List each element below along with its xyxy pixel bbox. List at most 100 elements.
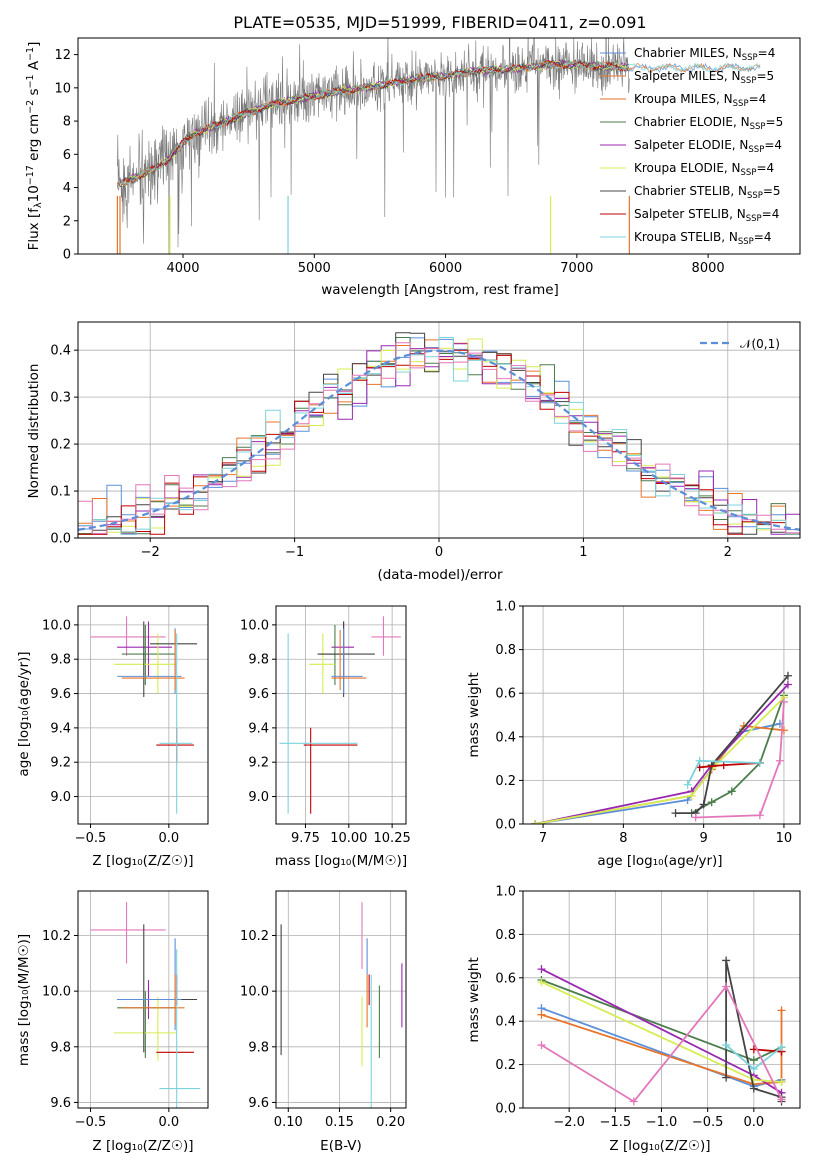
y-tick-label: 9.2: [50, 756, 71, 771]
x-tick-label: 10.00: [330, 831, 367, 846]
legend-entry: Kroupa ELODIE, NSSP=4: [634, 161, 774, 178]
z-mass-ylabel: mass [log₁₀(M/M☉)]: [16, 934, 32, 1066]
legend-entry: Chabrier ELODIE, NSSP=5: [634, 115, 783, 132]
spectrum-legend: Chabrier MILES, NSSP=4 Salpeter MILES, NS…: [600, 46, 783, 247]
weight-marker: [755, 758, 764, 767]
z-mass-grid: [78, 891, 208, 1108]
age-weight-ylabel: mass weight: [466, 672, 482, 757]
ebv-mass-axes-frame: [275, 890, 407, 1109]
weight-marker: [777, 1095, 786, 1104]
weight-marker: [683, 780, 692, 789]
x-tick-label: 4000: [166, 261, 199, 276]
z-mass-axes: −0.5 0.0 9.6 9.8 10.0 10.2: [42, 890, 209, 1130]
model-spectrum-kroupa-stelib: [117, 58, 761, 186]
weight-marker: [531, 820, 540, 824]
legend-entry: Kroupa MILES, NSSP=4: [634, 92, 766, 109]
y-tick-label: 9.0: [248, 790, 269, 805]
weight-line-4: [534, 696, 785, 824]
y-tick-label: 9.6: [50, 1096, 71, 1111]
weight-line-8: [695, 701, 785, 819]
legend-entry: Chabrier STELIB, NSSP=5: [634, 184, 781, 201]
spectrum-plot-area: [116, 38, 761, 254]
y-tick-label: 0.8: [495, 643, 516, 658]
y-tick-label: 9.0: [50, 790, 71, 805]
residual-histogram-7: [78, 337, 800, 535]
x-tick-label: 9: [700, 831, 708, 846]
y-tick-label: 4: [63, 181, 71, 196]
x-tick-label: −2: [141, 545, 160, 560]
weight-marker: [537, 965, 546, 974]
y-tick-label: 1.0: [495, 885, 516, 900]
weight-marker: [749, 1064, 758, 1073]
y-tick-label: 0.6: [495, 687, 516, 702]
z-weight-ylabel: mass weight: [466, 957, 482, 1042]
z-age-ylabel: age [log₁₀(age/yr)]: [16, 651, 32, 776]
mass-age-frame: 9.75 10.00 10.25 9.0 9.2 9.4 9.6 9.8 10.0: [240, 605, 411, 846]
x-tick-label: 1: [579, 545, 587, 560]
y-tick-label: 10.0: [240, 985, 269, 1000]
x-tick-label: −2.0: [553, 1115, 585, 1130]
residuals-plot-area: [78, 332, 800, 535]
weight-marker: [537, 1041, 546, 1050]
residuals-ylabel: Normed distribution: [26, 364, 42, 499]
x-tick-label: 8: [619, 831, 627, 846]
x-tick-label: 7: [539, 831, 547, 846]
y-tick-label: 0.0: [495, 818, 516, 833]
x-tick-label: −1.0: [646, 1115, 678, 1130]
y-tick-label: 10.2: [42, 929, 71, 944]
z-mass-xlabel: Z [log₁₀(Z/Z☉)]: [92, 1138, 193, 1154]
z-age-xlabel: Z [log₁₀(Z/Z☉)]: [92, 853, 193, 869]
weight-marker: [722, 982, 731, 991]
y-tick-label: 0.3: [50, 391, 71, 406]
y-tick-label: 0.2: [495, 1058, 516, 1073]
weight-marker: [722, 956, 731, 965]
y-tick-label: 0.0: [495, 1102, 516, 1117]
y-tick-label: 0.4: [495, 1015, 516, 1030]
weight-marker: [727, 787, 736, 796]
legend-entry: Kroupa STELIB, NSSP=4: [634, 230, 772, 247]
legend-entry: Chabrier MILES, NSSP=4: [634, 46, 775, 63]
legend-entry: Salpeter STELIB, NSSP=4: [634, 207, 779, 224]
y-tick-label: 2: [63, 214, 71, 229]
x-tick-label: −1: [285, 545, 304, 560]
y-tick-label: 0.4: [495, 730, 516, 745]
spectrum-ylabel: Flux [fλ10−17 erg cm−2 s−1 A−1]: [25, 42, 44, 251]
spectrum-title: PLATE=0535, MJD=51999, FIBERID=0411, z=0…: [233, 13, 646, 32]
weight-marker: [777, 1006, 786, 1015]
weight-marker: [775, 756, 784, 765]
model-spectrum-salpeter-stelib: [117, 58, 629, 186]
x-tick-label: 10: [776, 831, 793, 846]
gaussian-reference: [78, 349, 800, 531]
residuals-axes: −2 −1 0 1 2 0.0 0.1 0.2 0.3 0.4 𝒩(0,1): [50, 321, 801, 560]
y-tick-label: 9.4: [248, 721, 269, 736]
x-tick-label: 8000: [692, 261, 725, 276]
y-tick-label: 0.8: [495, 928, 516, 943]
x-tick-label: 0.10: [274, 1115, 303, 1130]
spectrum-frame: 4000 5000 6000 7000 8000 0 2 4 6 8 10 12 Chabrier MI…: [54, 37, 801, 276]
ebv-mass-axes: 0.10 0.15 0.20 9.6 9.8 10.0 10.2: [240, 890, 407, 1130]
y-tick-label: 9.6: [248, 1096, 269, 1111]
y-tick-label: 10.0: [42, 985, 71, 1000]
y-tick-label: 10.0: [240, 618, 269, 633]
y-tick-label: 0.0: [50, 532, 71, 547]
x-tick-label: 0.20: [376, 1115, 405, 1130]
x-tick-label: −0.5: [692, 1115, 724, 1130]
weight-line-3: [534, 683, 789, 824]
y-tick-label: 9.6: [50, 687, 71, 702]
x-tick-label: 0: [435, 545, 443, 560]
weight-marker: [749, 1056, 758, 1065]
x-tick-label: 0.0: [158, 831, 179, 846]
x-tick-label: 10.25: [374, 831, 411, 846]
age-weight-xlabel: age [log₁₀(age/yr)]: [597, 853, 722, 869]
weight-marker: [671, 809, 680, 818]
mass-age-plot-area: [279, 616, 401, 814]
weight-marker: [755, 811, 764, 820]
x-tick-label: 9.75: [291, 831, 320, 846]
y-tick-label: 12: [54, 48, 71, 63]
mass-age-grid: [276, 606, 406, 824]
weight-marker: [722, 1041, 731, 1050]
ebv-mass-plot-area: [280, 902, 403, 1108]
z-age-frame: −0.5 0.0 9.0 9.2 9.4 9.6 9.8 10.0: [42, 605, 209, 846]
y-tick-label: 9.8: [50, 653, 71, 668]
